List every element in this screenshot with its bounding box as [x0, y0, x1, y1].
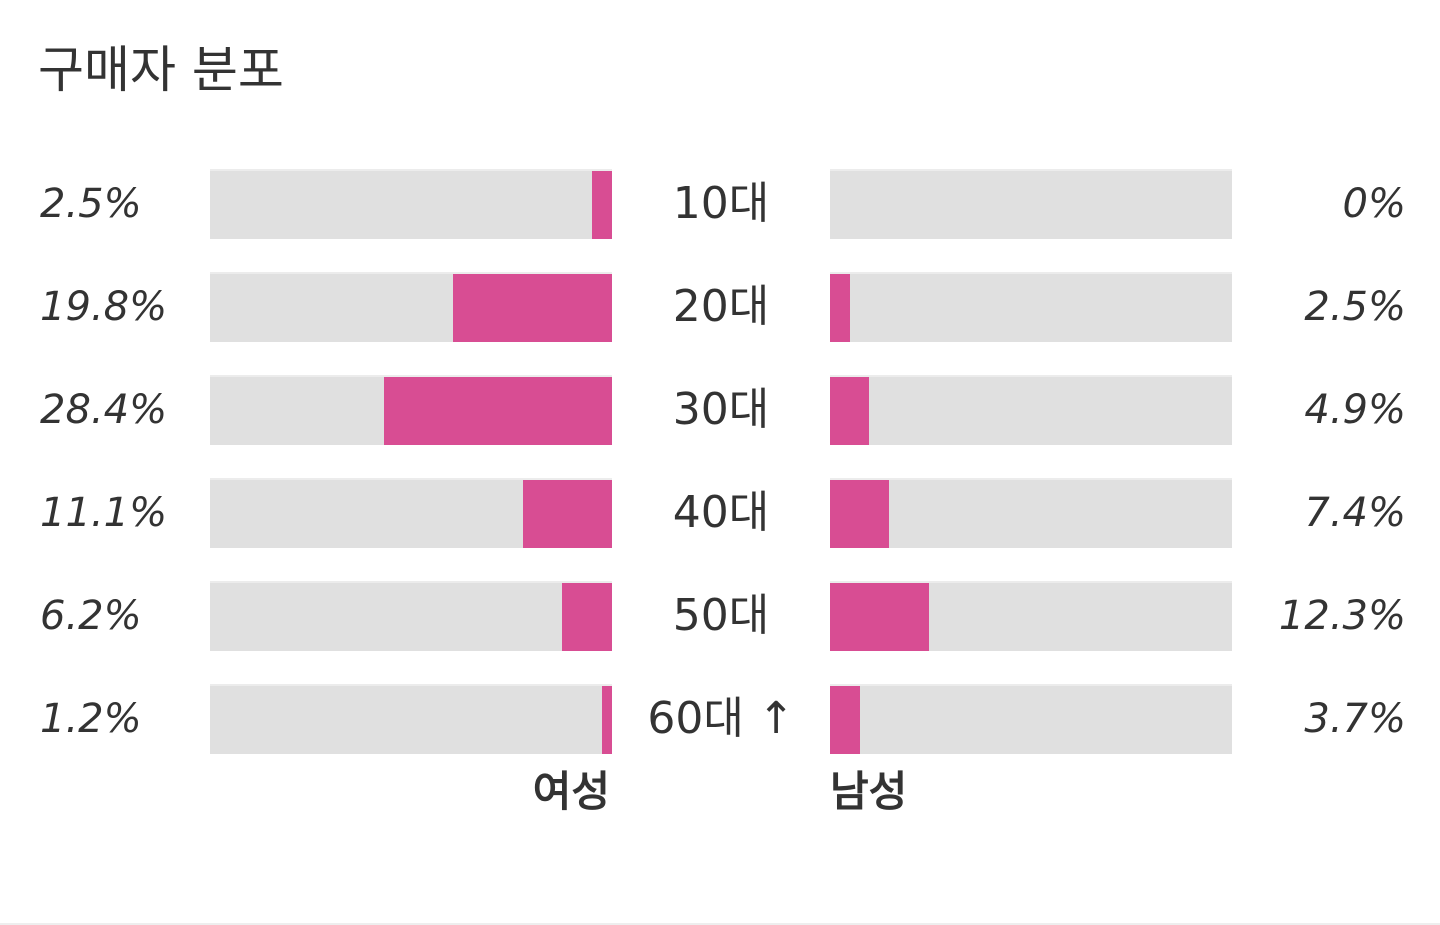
- female-bar-track: [210, 581, 612, 651]
- male-percent-label: 3.7%: [1304, 696, 1406, 742]
- female-bar: [562, 583, 612, 651]
- female-percent-label: 6.2%: [40, 593, 142, 639]
- age-group-label: 40대: [672, 487, 770, 538]
- chart-row: 1.2% 60대 ↑ 3.7%: [0, 684, 1440, 754]
- female-percent-label: 2.5%: [40, 181, 142, 227]
- male-bar-track: [830, 169, 1232, 239]
- male-bar: [830, 583, 929, 651]
- male-bar-track: [830, 272, 1232, 342]
- female-bar-track: [210, 684, 612, 754]
- male-bar-track: [830, 478, 1232, 548]
- female-bar-track: [210, 272, 612, 342]
- female-bar: [453, 274, 612, 342]
- chart-row: 11.1% 40대 7.4%: [0, 478, 1440, 548]
- male-bar: [830, 377, 869, 445]
- female-bar-track: [210, 375, 612, 445]
- male-bar: [830, 686, 860, 754]
- chart-row: 28.4% 30대 4.9%: [0, 375, 1440, 445]
- age-group-label: 30대: [672, 384, 770, 435]
- chart-title: 구매자 분포: [38, 41, 284, 99]
- female-bar: [592, 171, 612, 239]
- legend-male: 남성: [830, 767, 908, 816]
- male-bar: [830, 274, 850, 342]
- male-percent-label: 2.5%: [1304, 284, 1406, 330]
- female-percent-label: 11.1%: [40, 490, 168, 536]
- female-bar-track: [210, 169, 612, 239]
- male-bar-track: [830, 375, 1232, 445]
- age-group-label: 60대 ↑: [647, 693, 795, 744]
- age-group-label: 10대: [672, 178, 770, 229]
- female-percent-label: 28.4%: [40, 387, 168, 433]
- chart-row: 6.2% 50대 12.3%: [0, 581, 1440, 651]
- age-group-label: 20대: [672, 281, 770, 332]
- male-bar-track: [830, 684, 1232, 754]
- female-percent-label: 19.8%: [40, 284, 168, 330]
- male-bar-track: [830, 581, 1232, 651]
- female-bar: [523, 480, 612, 548]
- age-group-label: 50대: [672, 590, 770, 641]
- legend-female: 여성: [532, 767, 610, 816]
- female-bar: [602, 686, 612, 754]
- bottom-divider: [0, 923, 1440, 925]
- male-percent-label: 0%: [1342, 181, 1406, 227]
- chart-row: 19.8% 20대 2.5%: [0, 272, 1440, 342]
- female-bar-track: [210, 478, 612, 548]
- male-bar: [830, 480, 889, 548]
- female-percent-label: 1.2%: [40, 696, 142, 742]
- chart-row: 2.5% 10대 0%: [0, 169, 1440, 239]
- female-bar: [384, 377, 612, 445]
- male-percent-label: 7.4%: [1304, 490, 1406, 536]
- male-percent-label: 4.9%: [1304, 387, 1406, 433]
- male-percent-label: 12.3%: [1278, 593, 1406, 639]
